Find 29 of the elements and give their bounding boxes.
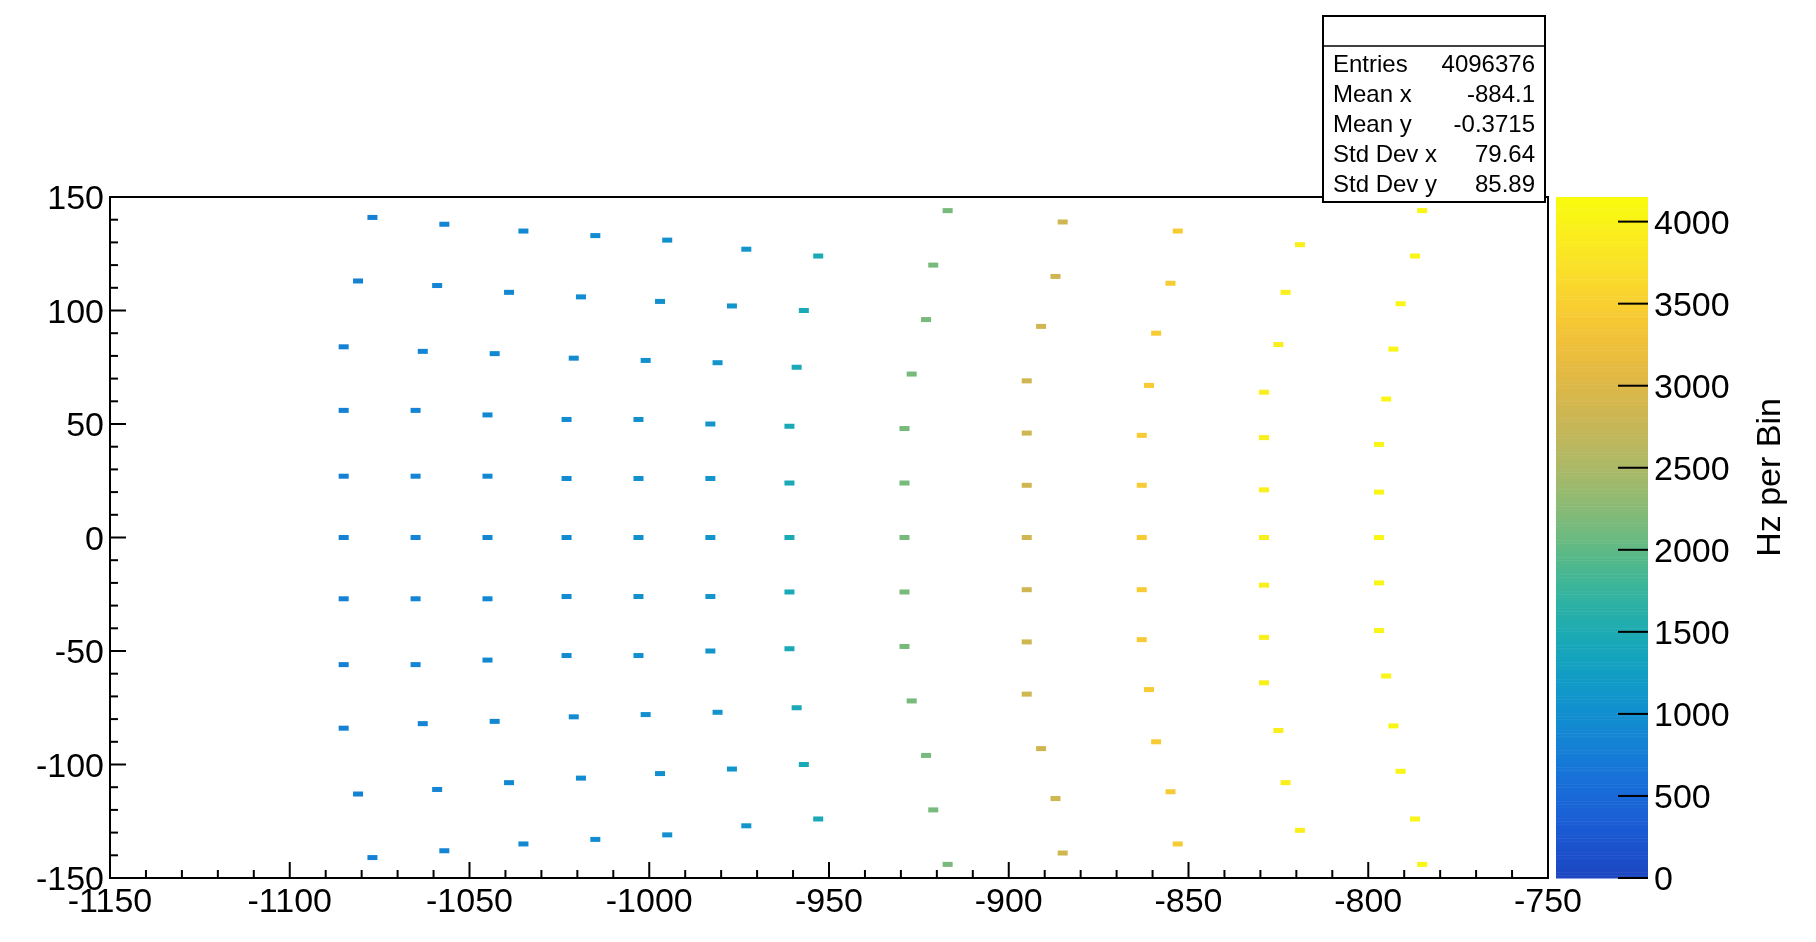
y-tick-label: 100 [47,291,104,330]
x-tick-label: -1000 [605,881,693,919]
text: Mean x -884.1 [1333,80,1535,107]
x-tick-label: -1100 [247,881,332,919]
y-tick-label: 0 [85,518,104,557]
color-bar-label: 2000 [1654,530,1730,569]
x-tick-label: -1050 [426,881,513,919]
color-bar-label: 1500 [1654,612,1730,651]
color-bar-label: 500 [1654,776,1711,815]
color-bar-label: 2500 [1654,448,1730,487]
y-tick-label: 150 [47,178,104,216]
x-tick-label: -950 [794,881,864,919]
x-tick-label: -800 [1334,881,1403,919]
x-tick-label: -850 [1154,881,1223,919]
color-bar-title: Hz per Bin [1749,398,1787,557]
color-bar-label: 1000 [1654,694,1730,733]
color-bar-label: 3500 [1654,284,1730,323]
text: Entries 4096376 [1333,50,1535,77]
color-bar-label: 3000 [1654,366,1730,405]
x-tick-label: -900 [974,881,1043,919]
y-tick-label: -100 [35,745,104,784]
color-bar-label: 0 [1654,859,1673,897]
text: Std Dev x 79.64 [1333,140,1535,167]
x-tick-label: -750 [1513,881,1583,919]
y-tick-label: -50 [54,632,104,670]
color-bar-label: 4000 [1654,202,1730,241]
text: Std Dev y 85.89 [1333,170,1535,197]
y-tick-label: 50 [66,405,104,443]
text: Mean y -0.3715 [1333,110,1535,137]
